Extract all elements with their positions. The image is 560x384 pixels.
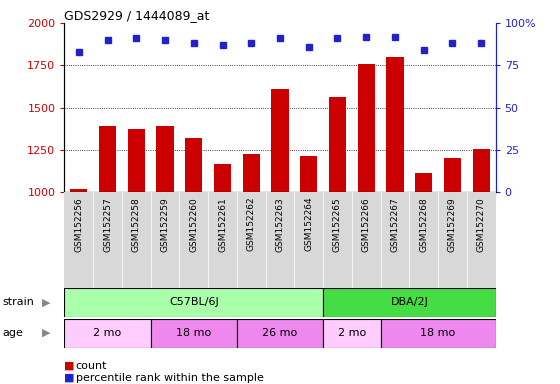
Text: 2 mo: 2 mo <box>94 328 122 338</box>
Text: ■: ■ <box>64 361 75 371</box>
Text: GSM152268: GSM152268 <box>419 197 428 252</box>
Text: GSM152261: GSM152261 <box>218 197 227 252</box>
Text: ■: ■ <box>64 373 75 383</box>
Text: GSM152265: GSM152265 <box>333 197 342 252</box>
Text: strain: strain <box>3 297 35 308</box>
Bar <box>386 57 404 192</box>
Bar <box>70 189 87 192</box>
Bar <box>156 126 174 192</box>
Bar <box>415 174 432 192</box>
Text: GSM152260: GSM152260 <box>189 197 198 252</box>
Text: count: count <box>76 361 107 371</box>
Bar <box>323 288 496 317</box>
Bar <box>300 156 318 192</box>
Bar <box>444 158 461 192</box>
Text: GSM152264: GSM152264 <box>304 197 313 252</box>
Text: GSM152259: GSM152259 <box>161 197 170 252</box>
Bar <box>128 129 145 192</box>
Bar <box>381 319 496 348</box>
Text: percentile rank within the sample: percentile rank within the sample <box>76 373 263 383</box>
Bar <box>329 96 346 192</box>
Text: GSM152257: GSM152257 <box>103 197 112 252</box>
Bar <box>64 288 323 317</box>
Text: GSM152266: GSM152266 <box>362 197 371 252</box>
Text: GSM152258: GSM152258 <box>132 197 141 252</box>
Bar <box>323 319 381 348</box>
Text: GSM152269: GSM152269 <box>448 197 457 252</box>
Text: 26 mo: 26 mo <box>263 328 297 338</box>
Text: GSM152256: GSM152256 <box>74 197 83 252</box>
Bar <box>242 154 260 192</box>
Text: GDS2929 / 1444089_at: GDS2929 / 1444089_at <box>64 9 210 22</box>
Bar <box>473 149 490 192</box>
Text: DBA/2J: DBA/2J <box>390 297 428 308</box>
Text: 18 mo: 18 mo <box>421 328 456 338</box>
Text: 18 mo: 18 mo <box>176 328 211 338</box>
Text: C57BL/6J: C57BL/6J <box>169 297 218 308</box>
Bar <box>151 319 237 348</box>
Bar <box>214 164 231 192</box>
Bar <box>99 126 116 192</box>
Text: GSM152270: GSM152270 <box>477 197 486 252</box>
Bar <box>272 89 288 192</box>
Text: 2 mo: 2 mo <box>338 328 366 338</box>
Text: GSM152262: GSM152262 <box>247 197 256 252</box>
Text: GSM152267: GSM152267 <box>390 197 399 252</box>
Bar <box>64 319 151 348</box>
Bar <box>358 64 375 192</box>
Bar <box>185 138 202 192</box>
Bar <box>237 319 323 348</box>
Text: GSM152263: GSM152263 <box>276 197 284 252</box>
Text: ▶: ▶ <box>42 328 51 338</box>
Text: ▶: ▶ <box>42 297 51 308</box>
Text: age: age <box>3 328 24 338</box>
